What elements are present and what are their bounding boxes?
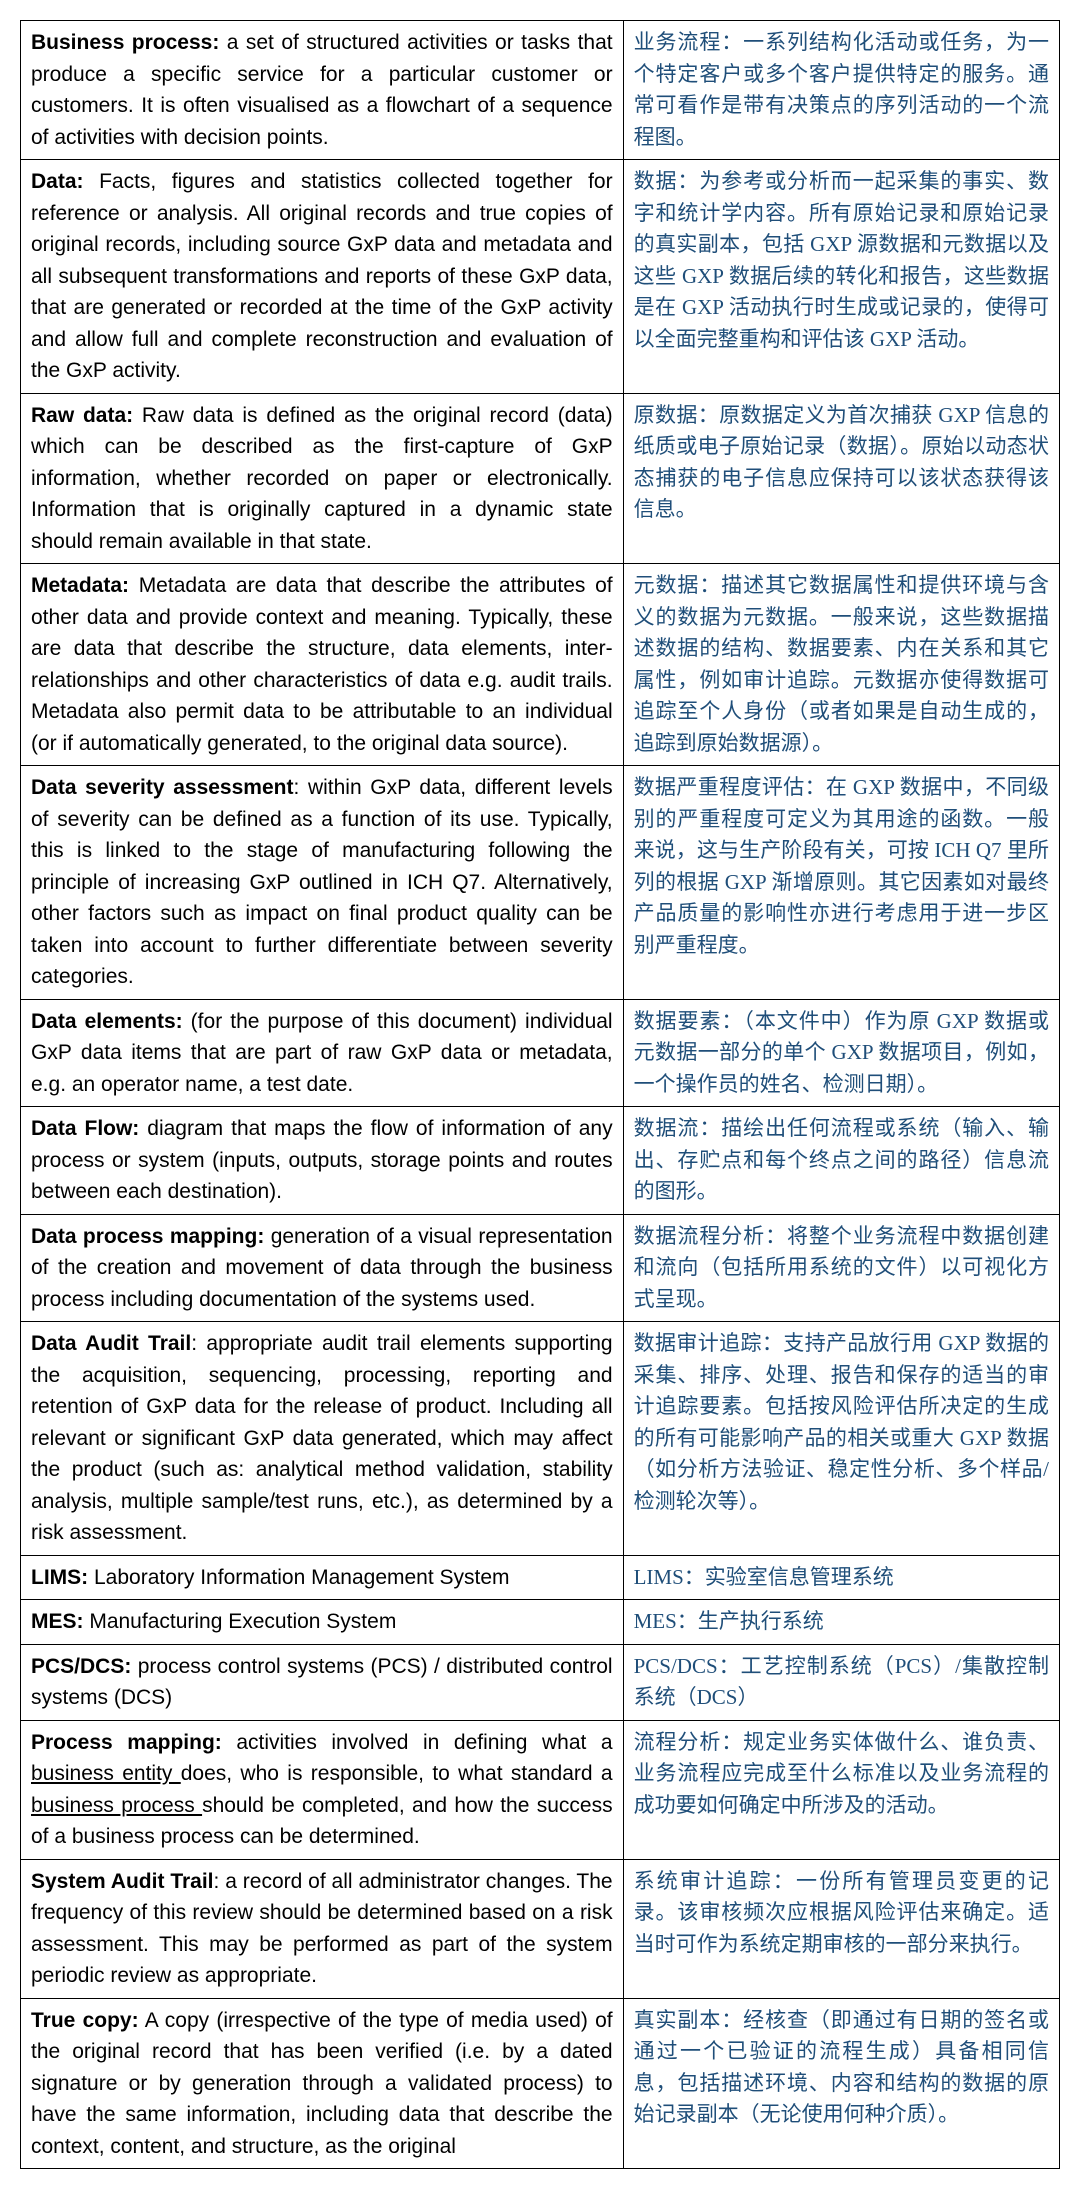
cell-zh: 元数据：描述其它数据属性和提供环境与含义的数据为元数据。一般来说，这些数据描述数… (623, 564, 1059, 766)
table-row: LIMS: Laboratory Information Management … (21, 1555, 1060, 1600)
cell-en: Data Flow: diagram that maps the flow of… (21, 1107, 624, 1215)
cell-en: Data severity assessment: within GxP dat… (21, 766, 624, 1000)
cell-zh: 数据审计追踪：支持产品放行用 GXP 数据的采集、排序、处理、报告和保存的适当的… (623, 1322, 1059, 1556)
cell-en: MES: Manufacturing Execution System (21, 1600, 624, 1645)
table-row: Data severity assessment: within GxP dat… (21, 766, 1060, 1000)
cell-en: Business process: a set of structured ac… (21, 21, 624, 160)
table-row: PCS/DCS: process control systems (PCS) /… (21, 1644, 1060, 1720)
definition-text: Metadata are data that describe the attr… (31, 574, 613, 755)
cell-zh: PCS/DCS：工艺控制系统（PCS）/集散控制系统（DCS） (623, 1644, 1059, 1720)
underlined-term: business entity (31, 1762, 181, 1785)
glossary-table: Business process: a set of structured ac… (20, 20, 1060, 2169)
term-label: MES: (31, 1610, 84, 1633)
table-row: Data process mapping: generation of a vi… (21, 1214, 1060, 1322)
cell-zh: 数据流：描绘出任何流程或系统（输入、输出、存贮点和每个终点之间的路径）信息流的图… (623, 1107, 1059, 1215)
definition-text: : within GxP data, different levels of s… (31, 776, 613, 988)
definition-text: Manufacturing Execution System (84, 1610, 397, 1633)
cell-zh: 数据流程分析：将整个业务流程中数据创建和流向（包括所用系统的文件）以可视化方式呈… (623, 1214, 1059, 1322)
underlined-term: business process (31, 1794, 202, 1817)
term-label: LIMS: (31, 1566, 88, 1589)
definition-text: : appropriate audit trail elements suppo… (31, 1332, 613, 1544)
definition-text: Facts, figures and statistics collected … (31, 170, 613, 382)
cell-zh: 真实副本：经核查（即通过有日期的签名或通过一个已验证的流程生成）具备相同信息，包… (623, 1998, 1059, 2169)
cell-en: Data process mapping: generation of a vi… (21, 1214, 624, 1322)
table-row: MES: Manufacturing Execution SystemMES：生… (21, 1600, 1060, 1645)
term-label: Metadata: (31, 574, 129, 597)
cell-zh: 数据要素：（本文件中）作为原 GXP 数据或元数据一部分的单个 GXP 数据项目… (623, 999, 1059, 1107)
cell-en: Raw data: Raw data is defined as the ori… (21, 393, 624, 564)
cell-en: LIMS: Laboratory Information Management … (21, 1555, 624, 1600)
term-label: Data severity assessment (31, 776, 293, 799)
table-row: True copy: A copy (irrespective of the t… (21, 1998, 1060, 2169)
cell-zh: 数据：为参考或分析而一起采集的事实、数字和统计学内容。所有原始记录和原始记录的真… (623, 160, 1059, 394)
term-label: Data Flow: (31, 1117, 139, 1140)
table-row: Data Audit Trail: appropriate audit trai… (21, 1322, 1060, 1556)
definition-text: Laboratory Information Management System (88, 1566, 509, 1589)
cell-en: Metadata: Metadata are data that describ… (21, 564, 624, 766)
term-label: Data elements: (31, 1010, 183, 1033)
cell-en: Process mapping: activities involved in … (21, 1720, 624, 1859)
term-label: Business process: (31, 31, 219, 54)
cell-zh: 流程分析：规定业务实体做什么、谁负责、业务流程应完成至什么标准以及业务流程的成功… (623, 1720, 1059, 1859)
cell-zh: 数据严重程度评估：在 GXP 数据中，不同级别的严重程度可定义为其用途的函数。一… (623, 766, 1059, 1000)
cell-zh: LIMS：实验室信息管理系统 (623, 1555, 1059, 1600)
table-row: Business process: a set of structured ac… (21, 21, 1060, 160)
term-label: Data Audit Trail (31, 1332, 191, 1355)
term-label: Process mapping: (31, 1731, 222, 1754)
term-label: Data: (31, 170, 84, 193)
glossary-body: Business process: a set of structured ac… (21, 21, 1060, 2169)
term-label: True copy: (31, 2009, 139, 2032)
cell-zh: MES：生产执行系统 (623, 1600, 1059, 1645)
table-row: Data Flow: diagram that maps the flow of… (21, 1107, 1060, 1215)
table-row: Process mapping: activities involved in … (21, 1720, 1060, 1859)
cell-en: Data elements: (for the purpose of this … (21, 999, 624, 1107)
cell-en: System Audit Trail: a record of all admi… (21, 1859, 624, 1998)
table-row: System Audit Trail: a record of all admi… (21, 1859, 1060, 1998)
cell-en: Data Audit Trail: appropriate audit trai… (21, 1322, 624, 1556)
cell-zh: 业务流程：一系列结构化活动或任务，为一个特定客户或多个客户提供特定的服务。通常可… (623, 21, 1059, 160)
table-row: Raw data: Raw data is defined as the ori… (21, 393, 1060, 564)
cell-zh: 原数据：原数据定义为首次捕获 GXP 信息的纸质或电子原始记录（数据）。原始以动… (623, 393, 1059, 564)
term-label: PCS/DCS: (31, 1655, 131, 1678)
term-label: Raw data: (31, 404, 133, 427)
term-label: Data process mapping: (31, 1225, 264, 1248)
table-row: Data: Facts, figures and statistics coll… (21, 160, 1060, 394)
term-label: System Audit Trail (31, 1870, 214, 1893)
cell-en: Data: Facts, figures and statistics coll… (21, 160, 624, 394)
table-row: Data elements: (for the purpose of this … (21, 999, 1060, 1107)
definition-text: activities involved in defining what a (222, 1731, 613, 1754)
table-row: Metadata: Metadata are data that describ… (21, 564, 1060, 766)
definition-text: does, who is responsible, to what standa… (181, 1762, 613, 1785)
cell-zh: 系统审计追踪：一份所有管理员变更的记录。该审核频次应根据风险评估来确定。适当时可… (623, 1859, 1059, 1998)
cell-en: True copy: A copy (irrespective of the t… (21, 1998, 624, 2169)
cell-en: PCS/DCS: process control systems (PCS) /… (21, 1644, 624, 1720)
